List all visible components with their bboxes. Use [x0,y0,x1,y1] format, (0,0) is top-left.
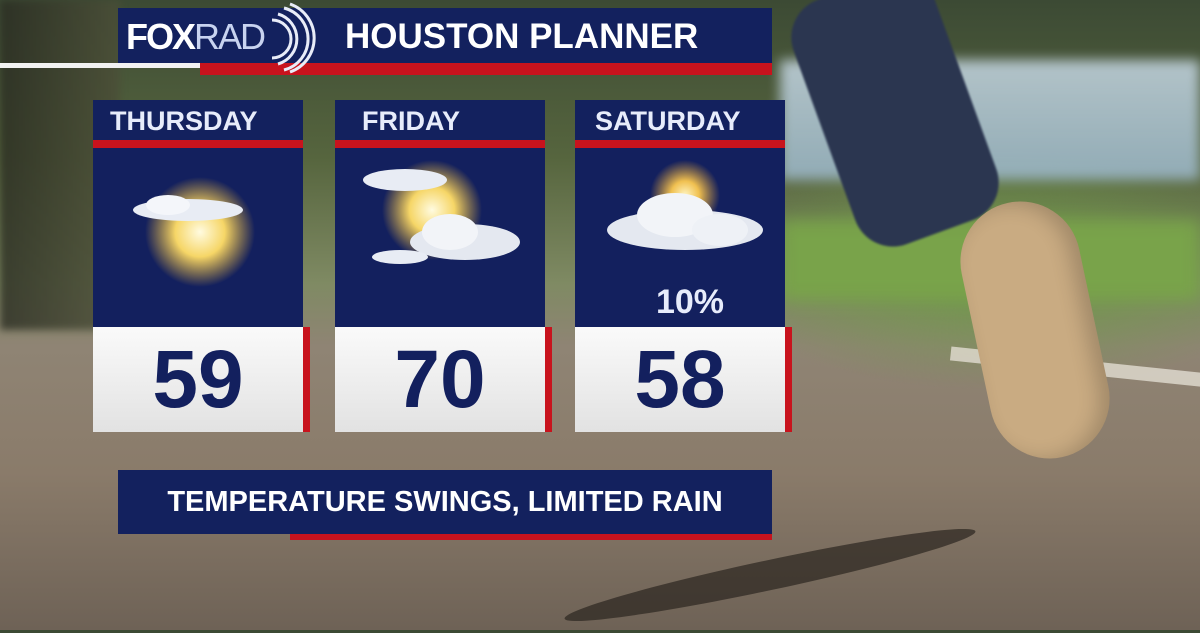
banner-red-stripe [290,534,772,540]
title-white-line [0,63,200,68]
partly-cloudy-icon [363,160,520,264]
radar-rings-icon [271,2,316,74]
mostly-cloudy-icon [607,160,763,250]
title-bar [118,8,772,63]
forecast-card-thursday: THURSDAY 59 [93,100,310,432]
forecast-card-friday: FRIDAY 70 [335,100,552,432]
rain-chance: 10% [655,283,725,321]
day-label: FRIDAY [335,100,545,143]
sun-with-cloud-icon [133,177,255,287]
high-temperature: 58 [575,327,785,432]
foxrad-logo: FOX RAD [126,16,266,57]
day-label: THURSDAY [93,100,303,143]
forecast-card-saturday: SATURDAY 10% 58 [575,100,792,432]
page-title: HOUSTON PLANNER [345,17,699,56]
day-label: SATURDAY [575,100,785,143]
temp-red-edge [785,327,792,432]
temp-red-edge [303,327,310,432]
summary-banner: TEMPERATURE SWINGS, LIMITED RAIN [118,470,772,534]
day-divider [93,140,303,148]
day-divider [575,140,785,148]
day-divider [335,140,545,148]
title-red-stripe [200,63,772,75]
high-temperature: 59 [93,327,303,432]
high-temperature: 70 [335,327,545,432]
temp-red-edge [545,327,552,432]
